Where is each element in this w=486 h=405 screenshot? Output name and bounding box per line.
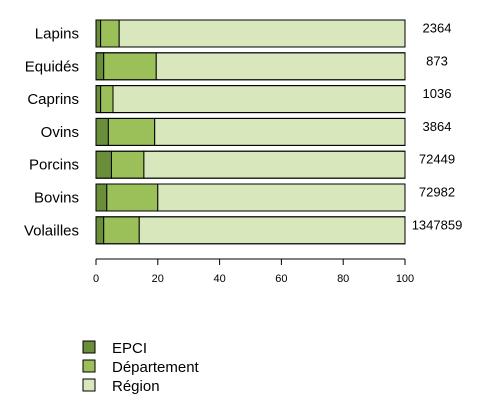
x-tick-label: 80 bbox=[337, 273, 349, 285]
bar-epci-5 bbox=[95, 183, 108, 212]
category-label: Ovins bbox=[41, 124, 79, 141]
bar-outline bbox=[95, 52, 406, 81]
bar-outline bbox=[95, 216, 406, 245]
bar-département-5 bbox=[106, 183, 159, 212]
total-label: 1036 bbox=[423, 86, 452, 101]
legend-label: Département bbox=[112, 359, 200, 376]
x-tick-label: 0 bbox=[93, 273, 99, 285]
category-label: Caprins bbox=[27, 91, 79, 108]
category-label: Lapins bbox=[35, 26, 79, 43]
bar-département-6 bbox=[103, 216, 140, 245]
x-axis: 0 20 40 60 80 100 bbox=[93, 258, 414, 285]
total-label: 72982 bbox=[419, 185, 455, 200]
legend-swatch-epci bbox=[82, 340, 96, 354]
bar-région-1 bbox=[155, 52, 406, 81]
bar-département-0 bbox=[100, 19, 120, 48]
bar-outline bbox=[95, 85, 406, 114]
bar-département-4 bbox=[110, 150, 145, 179]
category-label: Equidés bbox=[25, 58, 79, 75]
bar-epci-0 bbox=[95, 19, 102, 48]
bar-région-6 bbox=[138, 216, 406, 245]
legend-label: EPCI bbox=[112, 340, 147, 357]
bar-département-1 bbox=[103, 52, 157, 81]
bar-outline bbox=[95, 150, 406, 179]
bar-région-4 bbox=[143, 150, 406, 179]
total-label: 2364 bbox=[423, 21, 452, 36]
bar-département-3 bbox=[107, 117, 156, 146]
legend-swatch-région bbox=[82, 378, 96, 392]
total-label: 72449 bbox=[419, 152, 455, 167]
bar-epci-3 bbox=[95, 117, 109, 146]
legend-swatch-département bbox=[82, 359, 96, 373]
bar-epci-6 bbox=[95, 216, 105, 245]
x-tick-label: 100 bbox=[396, 273, 414, 285]
legend: EPCI Département Région bbox=[82, 340, 200, 395]
category-label: Volailles bbox=[24, 222, 79, 239]
bar-région-2 bbox=[112, 85, 406, 114]
bar-région-3 bbox=[154, 117, 406, 146]
bar-département-2 bbox=[100, 85, 114, 114]
bars-layer bbox=[95, 19, 406, 245]
total-label: 1347859 bbox=[412, 217, 463, 232]
bar-outline bbox=[95, 117, 406, 146]
total-label: 3864 bbox=[423, 119, 452, 134]
bar-epci-2 bbox=[95, 85, 102, 114]
category-label: Bovins bbox=[34, 190, 79, 207]
category-labels: Lapins Equidés Caprins Ovins Porcins Bovins Vo… bbox=[24, 26, 79, 240]
x-tick-label: 40 bbox=[213, 273, 225, 285]
bar-région-0 bbox=[118, 19, 406, 48]
total-label: 873 bbox=[426, 53, 448, 68]
total-labels: 2364 873 1036 3864 72449 72982 1347859 bbox=[412, 21, 463, 233]
bar-région-5 bbox=[157, 183, 406, 212]
bar-outline bbox=[95, 19, 406, 48]
category-label: Porcins bbox=[29, 157, 79, 174]
bar-epci-1 bbox=[95, 52, 105, 81]
legend-label: Région bbox=[112, 378, 160, 395]
x-tick-label: 60 bbox=[275, 273, 287, 285]
bar-epci-4 bbox=[95, 150, 112, 179]
x-tick-label: 20 bbox=[152, 273, 164, 285]
bar-outline bbox=[95, 183, 406, 212]
